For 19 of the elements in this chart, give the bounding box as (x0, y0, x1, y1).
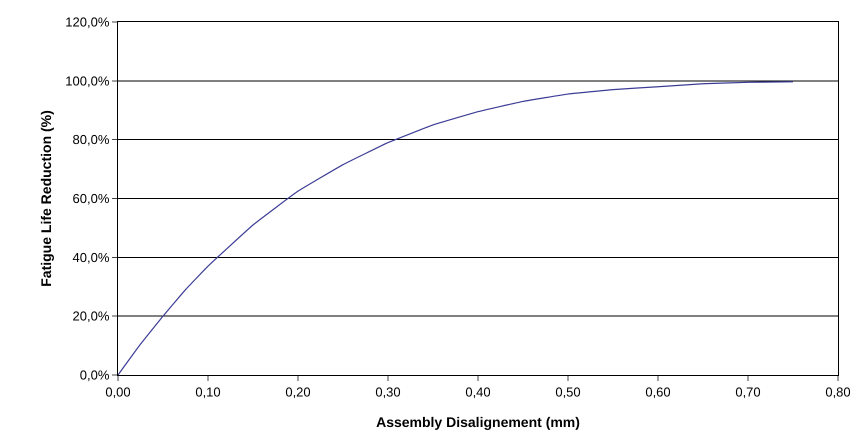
y-tick-label: 100,0% (65, 73, 110, 88)
y-tick-label: 120,0% (65, 14, 110, 30)
y-tick-label: 20,0% (72, 308, 110, 324)
x-tick-label: 0,10 (195, 384, 221, 400)
y-tick-label: 60,0% (72, 191, 110, 206)
x-axis-title: Assembly Disalignement (mm) (376, 414, 580, 430)
y-tick-label: 40,0% (72, 250, 110, 265)
x-tick-label: 0,60 (645, 384, 671, 400)
y-tick-label: 80,0% (72, 132, 110, 148)
x-tick-label: 0,80 (825, 384, 851, 400)
x-tick-label: 0,00 (105, 384, 131, 400)
x-tick-label: 0,30 (375, 384, 401, 400)
x-tick-label: 0,20 (285, 384, 311, 400)
x-tick-label: 0,40 (465, 384, 491, 400)
y-axis-title: Fatigue Life Reduction (%) (38, 110, 54, 287)
x-tick-label: 0,70 (735, 384, 761, 400)
line-series (118, 81, 794, 375)
y-tick-label: 0,0% (80, 368, 110, 383)
x-tick-label: 0,50 (555, 384, 581, 400)
